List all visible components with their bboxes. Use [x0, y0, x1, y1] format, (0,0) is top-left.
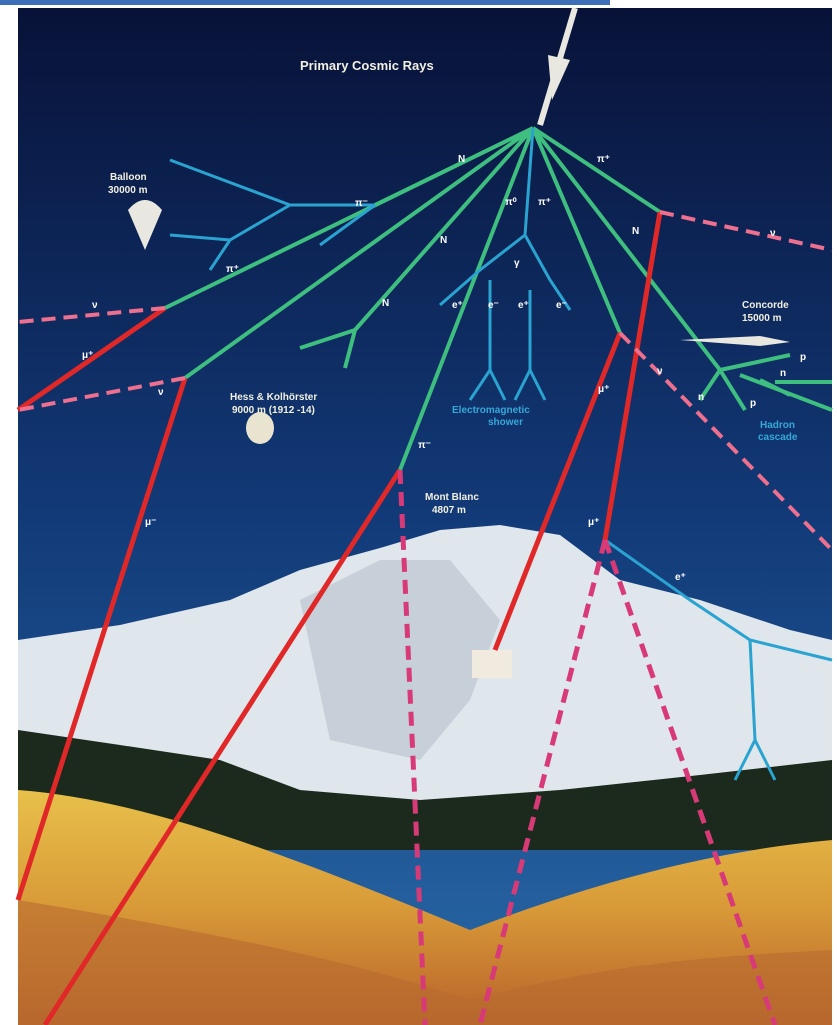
particle-label: ν — [770, 228, 776, 239]
particle-label: γ — [514, 258, 520, 269]
particle-label: μ⁺ — [588, 517, 599, 528]
particle-label: π⁰ — [505, 197, 517, 208]
balloon-height: 30000 m — [108, 185, 148, 196]
particle-label: N — [632, 226, 639, 237]
particle-label: p — [800, 352, 806, 363]
particle-label: π⁻ — [418, 440, 431, 451]
concorde-name: Concorde — [742, 300, 789, 311]
tracks — [15, 7, 834, 1025]
particle-label: e⁻ — [556, 300, 567, 311]
particle-label: μ⁻ — [145, 517, 156, 528]
particle-label: e⁺ — [675, 572, 686, 583]
ground-layer — [18, 900, 832, 1025]
hadron-line2: cascade — [758, 432, 798, 443]
particle-label: e⁺ — [518, 300, 529, 311]
particle-label: μ⁺ — [598, 384, 609, 395]
underground-tracks — [397, 469, 778, 1025]
hess-height: 9000 m (1912 -14) — [232, 405, 315, 416]
particle-label: N — [458, 154, 465, 165]
title: Primary Cosmic Rays — [300, 58, 434, 73]
particle-label: μ⁺ — [82, 350, 93, 361]
particle-label: ν — [158, 387, 164, 398]
particle-label: N — [382, 298, 389, 309]
particle-label: N — [440, 235, 447, 246]
mountain-shade — [300, 560, 500, 760]
mont-blanc-name: Mont Blanc — [425, 492, 479, 503]
particle-label: π⁺ — [597, 154, 610, 165]
balloon-icon — [128, 200, 162, 250]
particle-label: π⁺ — [226, 264, 239, 275]
particle-label: ν — [657, 366, 663, 377]
mont-blanc-height: 4807 m — [432, 505, 466, 516]
particle-label: ν — [92, 300, 98, 311]
particle-label: π⁻ — [355, 198, 368, 209]
particle-labels: N N N N π⁻ π⁻ π⁰ π⁺ π⁺ π⁺ γ e⁺ e⁺ e⁺ e⁻ … — [82, 154, 806, 583]
arrow-head — [548, 55, 570, 100]
particle-label: p — [750, 398, 756, 409]
em-tracks — [169, 127, 833, 781]
particle-label: n — [698, 392, 704, 403]
neutrino-tracks — [17, 210, 834, 552]
particle-label: π⁺ — [538, 197, 551, 208]
particle-label: e⁺ — [452, 300, 463, 311]
em-line1: Electromagnetic — [452, 405, 530, 416]
hadron-line1: Hadron — [760, 420, 795, 431]
top-bar — [0, 0, 610, 5]
hadron-tracks — [164, 126, 833, 471]
balloon-name: Balloon — [110, 172, 147, 183]
em-line2: shower — [488, 417, 523, 428]
muon-tracks — [15, 211, 663, 1025]
particle-label: e⁻ — [488, 300, 499, 311]
forest — [18, 730, 832, 850]
hess-name: Hess & Kolhörster — [230, 392, 317, 403]
concorde-height: 15000 m — [742, 313, 782, 324]
concorde-icon — [680, 336, 790, 346]
hot-air-balloon-icon — [246, 412, 274, 444]
observatory — [472, 650, 512, 678]
particle-label: n — [780, 368, 786, 379]
